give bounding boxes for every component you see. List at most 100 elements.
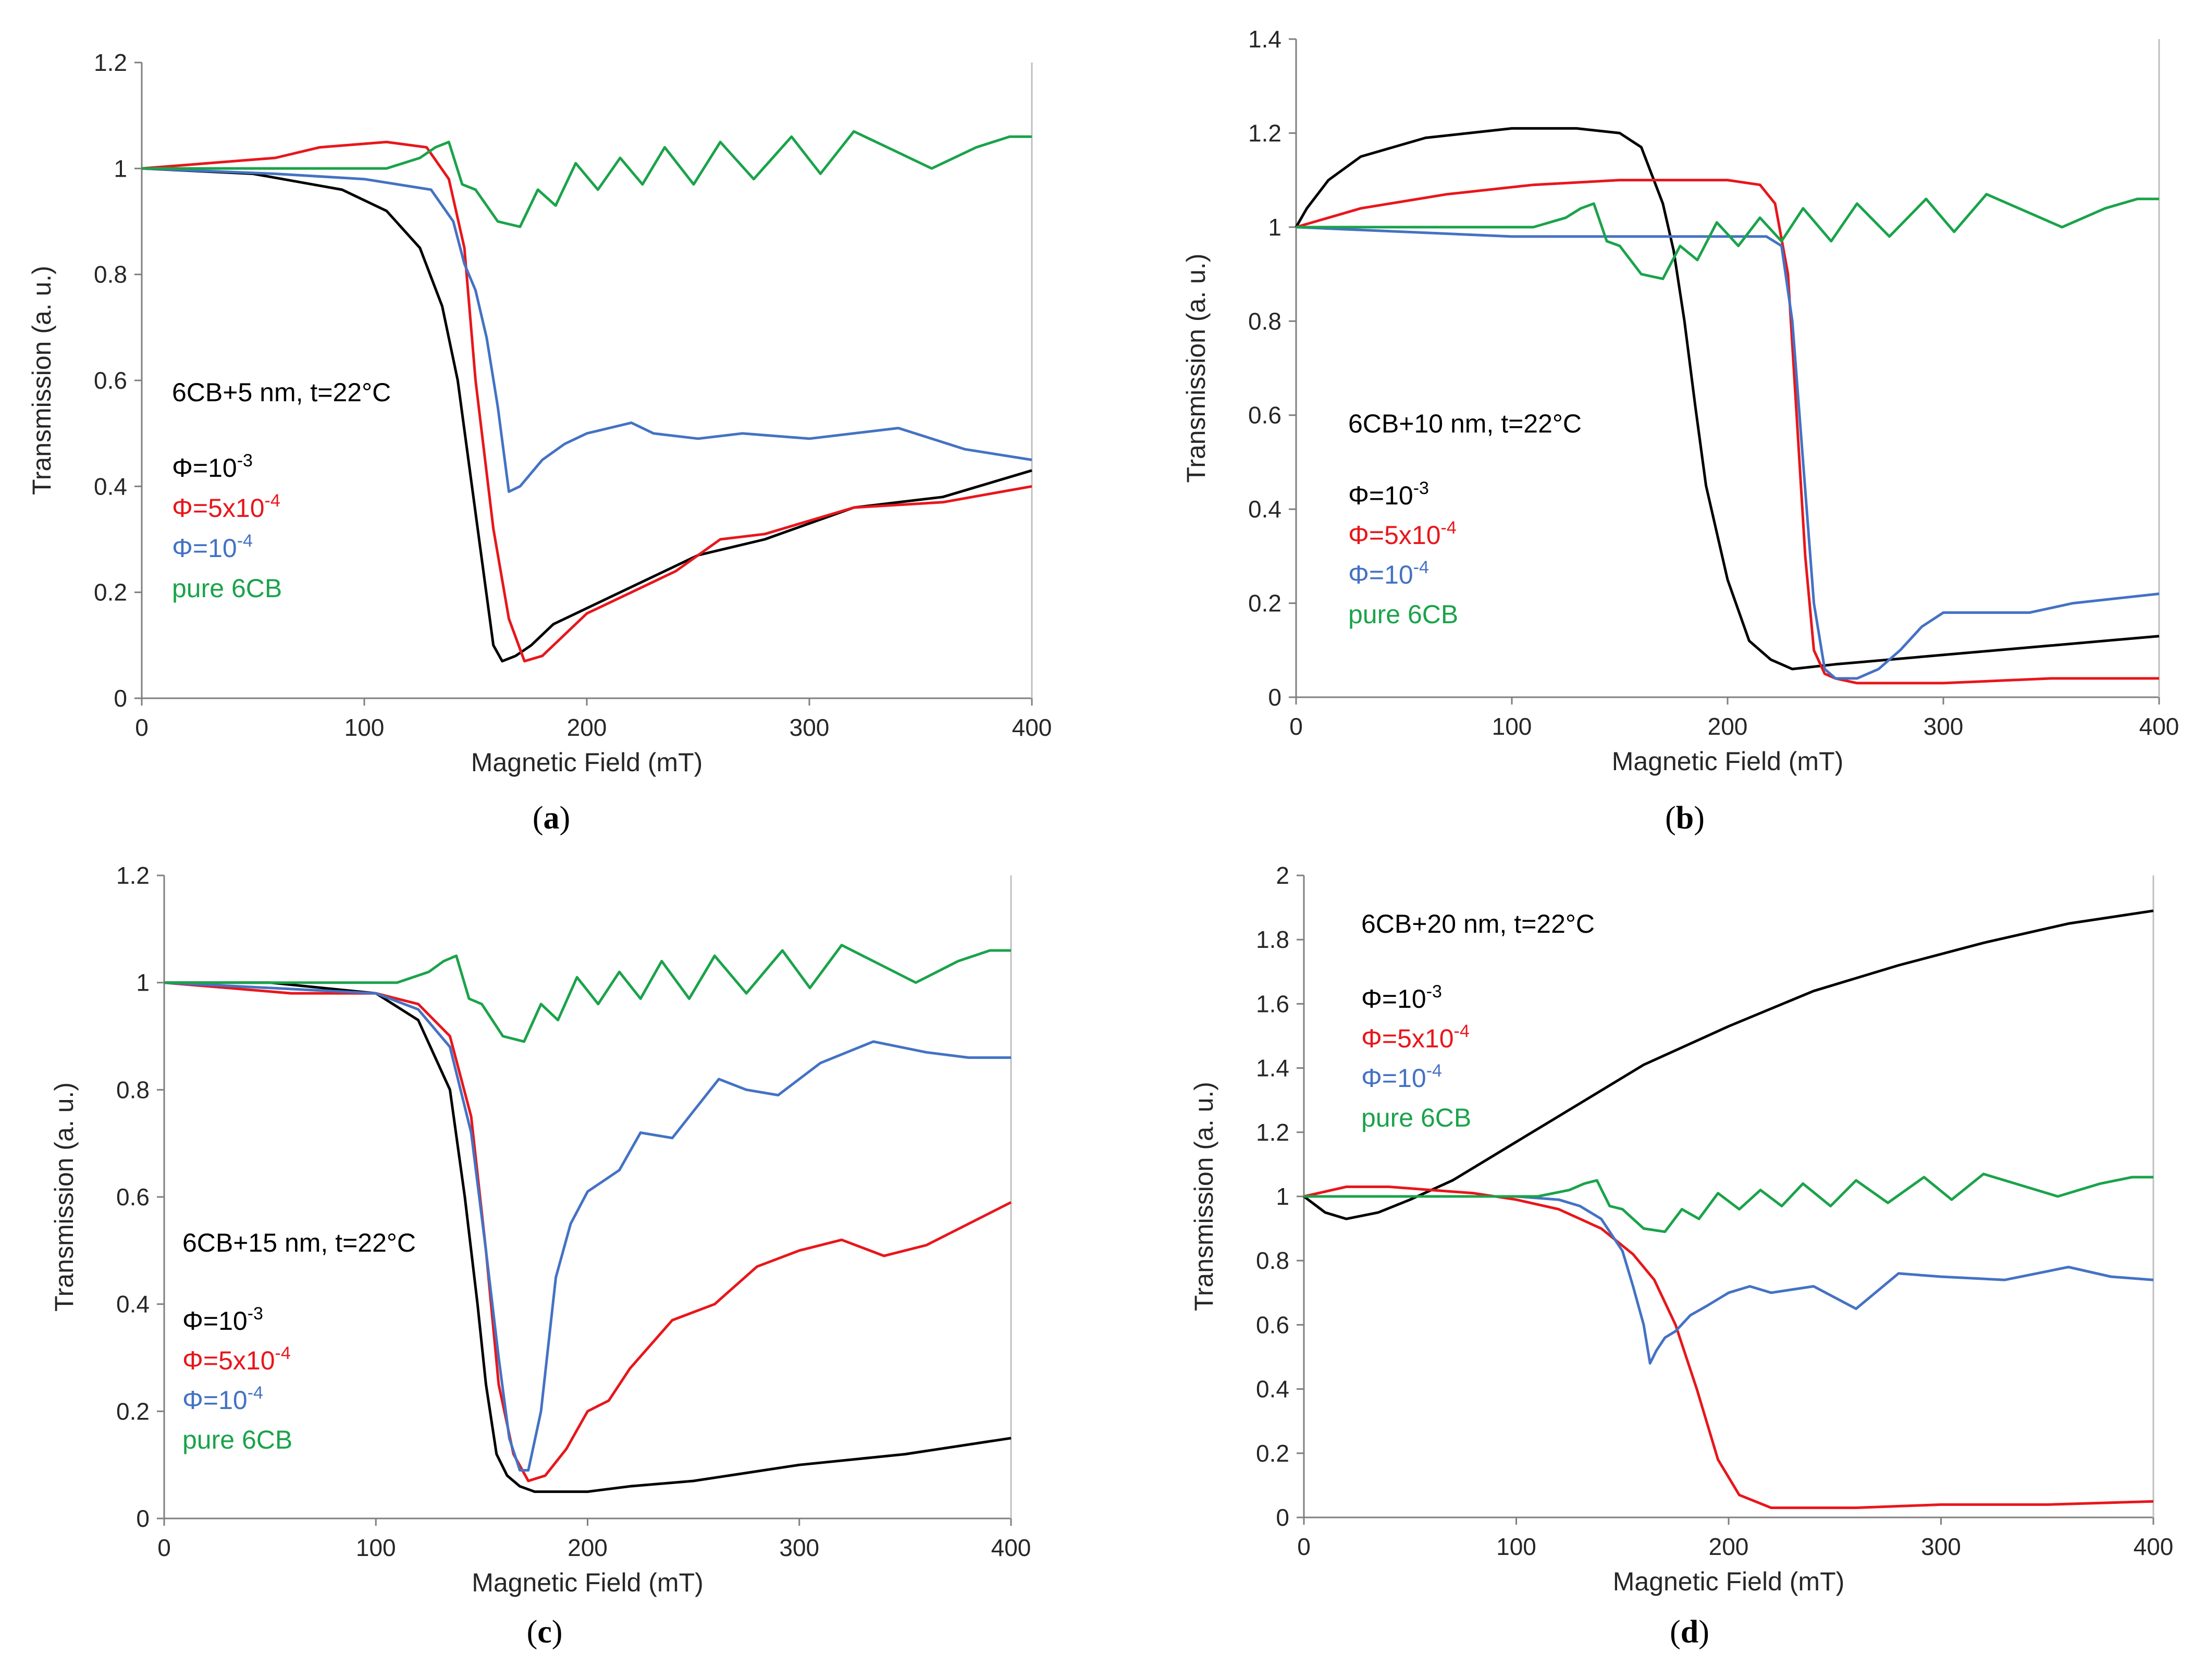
y-tick-label: 0.6 <box>1256 1311 1289 1338</box>
y-tick-label: 0 <box>1276 1504 1289 1531</box>
x-tick-label: 200 <box>1709 1533 1749 1560</box>
legend-entry: Φ=10-3 <box>1348 478 1429 510</box>
y-tick-label: 0 <box>114 685 127 712</box>
series-line <box>141 167 1032 493</box>
legend-entry: Φ=10-4 <box>182 1383 263 1415</box>
y-tick-label: 1.2 <box>1256 1119 1289 1146</box>
y-tick-label: 0.4 <box>116 1291 150 1318</box>
legend-entry: Φ=10-3 <box>172 451 253 483</box>
y-tick-label: 1 <box>1276 1183 1289 1210</box>
series-line <box>164 981 1011 1472</box>
panel-label: (b) <box>1665 800 1705 836</box>
y-tick-label: 0.8 <box>1248 307 1281 335</box>
y-tick-label: 0.4 <box>1256 1376 1289 1403</box>
series-line <box>164 944 1011 1043</box>
series-line <box>141 167 1032 663</box>
y-tick-label: 0.6 <box>94 367 127 394</box>
y-axis-title: Transmission (a. u.) <box>1181 254 1211 483</box>
x-tick-label: 0 <box>1297 1533 1311 1560</box>
y-tick-label: 1 <box>1268 214 1281 241</box>
series-line <box>1303 909 2154 1220</box>
y-tick-label: 1.4 <box>1248 26 1281 53</box>
y-tick-label: 0.8 <box>116 1076 150 1103</box>
chart-c-svg: 0 0.2 0.4 0.6 0.8 1 1.2 0 100 200 300 400 Magnetic F… <box>50 862 1031 1650</box>
y-tick-label: 0 <box>1268 684 1281 711</box>
legend-entry: pure 6CB <box>1348 600 1458 629</box>
series-line <box>1303 1185 2154 1509</box>
x-axis-title: Magnetic Field (mT) <box>472 1568 704 1597</box>
legend-entry: pure 6CB <box>182 1425 292 1454</box>
y-tick-label: 0.4 <box>94 473 127 500</box>
panel-annotation: 6CB+15 nm, t=22°C <box>182 1228 416 1257</box>
y-tick-label: 0.8 <box>94 261 127 288</box>
x-tick-label: 300 <box>1924 713 1964 740</box>
y-tick-label: 0.6 <box>116 1183 150 1210</box>
y-tick-label: 0.2 <box>116 1398 150 1425</box>
series-line <box>1304 1172 2153 1233</box>
y-tick-label: 1.2 <box>94 49 127 76</box>
series-line <box>1296 226 2160 680</box>
x-tick-label: 0 <box>135 714 149 741</box>
x-tick-label: 200 <box>568 1534 608 1561</box>
x-tick-label: 100 <box>344 714 385 741</box>
panel-label: (d) <box>1670 1614 1709 1650</box>
x-tick-label: 300 <box>779 1534 819 1561</box>
y-axis-title: Transmission (a. u.) <box>50 1082 79 1312</box>
legend-entry: Φ=10-4 <box>1348 558 1429 589</box>
y-tick-label: 1 <box>136 969 150 996</box>
legend-entry: Φ=5x10-4 <box>1361 1021 1470 1053</box>
x-tick-label: 300 <box>1921 1533 1961 1560</box>
x-tick-label: 100 <box>1496 1533 1536 1560</box>
y-axis-title: Transmission (a. u.) <box>1189 1082 1218 1311</box>
y-tick-label: 1.2 <box>1248 119 1281 146</box>
y-tick-label: 0.4 <box>1248 496 1281 523</box>
x-tick-label: 400 <box>2134 1533 2174 1560</box>
x-tick-label: 200 <box>567 714 607 741</box>
panel-annotation: 6CB+20 nm, t=22°C <box>1361 909 1595 938</box>
y-tick-label: 1 <box>114 155 127 182</box>
series-line <box>142 130 1032 228</box>
panel-annotation: 6CB+10 nm, t=22°C <box>1348 409 1582 438</box>
y-tick-label: 2 <box>1276 862 1289 889</box>
x-tick-label: 0 <box>157 1534 171 1561</box>
chart-b-svg: 0 0.2 0.4 0.6 0.8 1 1.2 1.4 0 100 200 300 400 Magneti… <box>1181 26 2179 836</box>
legend-entry: Φ=5x10-4 <box>172 491 280 523</box>
chart-panel-a: 0 0.2 0.4 0.6 0.8 1 1.2 0 100 200 300 400 Magnetic F… <box>0 0 1103 840</box>
legend-entry: pure 6CB <box>172 574 282 603</box>
y-tick-label: 0.2 <box>94 579 127 606</box>
chart-a-svg: 0 0.2 0.4 0.6 0.8 1 1.2 0 100 200 300 400 Magnetic F… <box>27 49 1052 836</box>
legend-entry: Φ=10-3 <box>1361 982 1442 1014</box>
legend-entry: Φ=10-3 <box>182 1304 263 1336</box>
chart-panel-d: 0 0.2 0.4 0.6 0.8 1 1.2 1.4 1.6 1.8 2 0 100 200 300 400… <box>1103 840 2206 1680</box>
x-axis-title: Magnetic Field (mT) <box>471 748 703 777</box>
legend-entry: Φ=10-4 <box>1361 1061 1442 1093</box>
series-line <box>164 981 1012 1493</box>
panel-annotation: 6CB+5 nm, t=22°C <box>172 378 391 407</box>
legend-entry: Φ=10-4 <box>172 531 253 563</box>
y-tick-label: 1.2 <box>116 862 150 889</box>
x-tick-label: 400 <box>1012 714 1052 741</box>
legend-entry: Φ=5x10-4 <box>1348 518 1457 550</box>
x-tick-label: 200 <box>1708 713 1748 740</box>
panel-label: (c) <box>527 1614 563 1650</box>
x-tick-label: 400 <box>991 1534 1031 1561</box>
x-axis-title: Magnetic Field (mT) <box>1612 747 1844 776</box>
x-tick-label: 400 <box>2139 713 2179 740</box>
panel-label: (a) <box>533 800 570 836</box>
x-tick-label: 100 <box>356 1534 396 1561</box>
y-tick-label: 1.8 <box>1256 926 1289 953</box>
legend-entry: Φ=5x10-4 <box>182 1343 291 1375</box>
x-axis-title: Magnetic Field (mT) <box>1613 1567 1845 1596</box>
series-line <box>1295 127 2160 671</box>
legend-entry: pure 6CB <box>1361 1103 1471 1132</box>
x-tick-label: 100 <box>1492 713 1532 740</box>
chart-d-svg: 0 0.2 0.4 0.6 0.8 1 1.2 1.4 1.6 1.8 2 0 100 200 300 400… <box>1189 862 2174 1650</box>
y-tick-label: 0.6 <box>1248 402 1281 429</box>
series-line <box>1296 179 2159 685</box>
x-tick-label: 0 <box>1289 713 1303 740</box>
y-tick-label: 1.4 <box>1256 1055 1289 1082</box>
y-tick-label: 0.8 <box>1256 1247 1289 1274</box>
y-tick-label: 0 <box>136 1505 150 1532</box>
series-line <box>1304 1195 2154 1365</box>
chart-panel-c: 0 0.2 0.4 0.6 0.8 1 1.2 0 100 200 300 400 Magnetic F… <box>0 840 1103 1680</box>
